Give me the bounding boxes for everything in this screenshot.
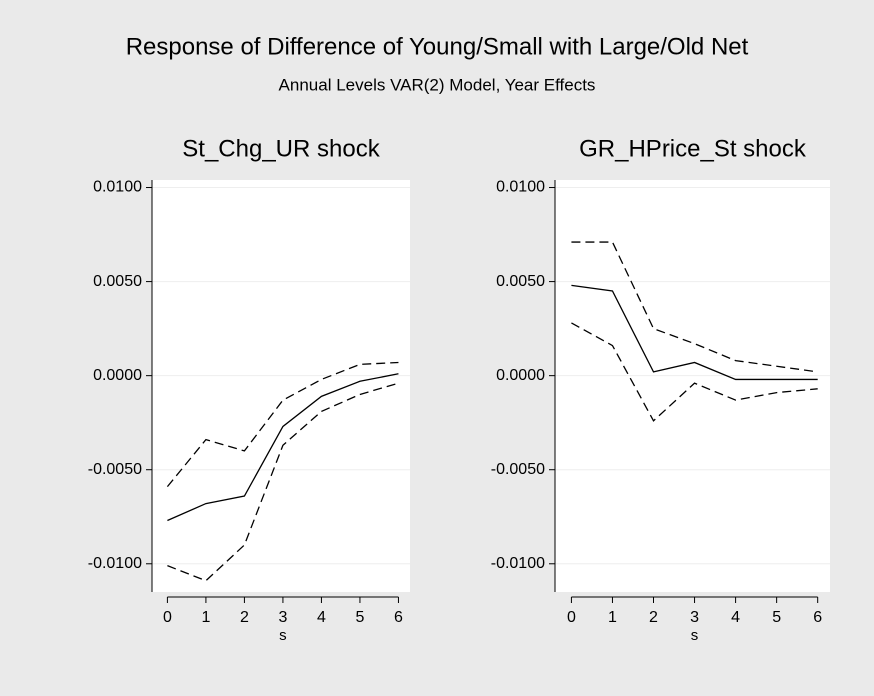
series-line [571, 241, 818, 373]
x-tick-label: 0 [163, 609, 172, 626]
plot-area [555, 180, 830, 592]
x-tick-label: 1 [608, 609, 617, 626]
y-tick-label: -0.0100 [88, 555, 142, 572]
series-line [571, 284, 818, 381]
y-tick-label: 0.0000 [496, 367, 545, 384]
series-line [166, 361, 399, 488]
x-tick-label: 3 [278, 609, 287, 626]
x-tick-label: 3 [690, 609, 699, 626]
y-tick-label: 0.0000 [93, 367, 142, 384]
y-tick-label: 0.0050 [93, 273, 142, 290]
y-tick-label: 0.0100 [93, 179, 142, 196]
series-line [167, 373, 399, 522]
x-tick-label: 6 [394, 609, 403, 626]
y-tick-label: 0.0050 [496, 273, 545, 290]
x-tick-label: 5 [772, 609, 781, 626]
x-axis-label: s [279, 627, 287, 644]
panel-title: St_Chg_UR shock [182, 135, 380, 162]
chart-subtitle: Annual Levels VAR(2) Model, Year Effects [279, 75, 596, 94]
y-tick-label: -0.0050 [88, 461, 142, 478]
x-axis-label: s [691, 627, 699, 644]
x-tick-label: 6 [813, 609, 822, 626]
x-tick-label: 0 [567, 609, 576, 626]
y-tick-label: -0.0100 [491, 555, 545, 572]
x-tick-label: 1 [201, 609, 210, 626]
plot-area [152, 180, 410, 592]
panel-title: GR_HPrice_St shock [579, 135, 807, 162]
chart-title: Response of Difference of Young/Small wi… [126, 33, 749, 60]
y-tick-label: 0.0100 [496, 179, 545, 196]
x-tick-label: 2 [240, 609, 249, 626]
series-line [167, 382, 399, 582]
y-tick-label: -0.0050 [491, 461, 545, 478]
series-line [571, 322, 818, 422]
x-tick-label: 4 [317, 609, 326, 626]
x-tick-label: 2 [649, 609, 658, 626]
x-tick-label: 4 [731, 609, 740, 626]
x-tick-label: 5 [355, 609, 364, 626]
